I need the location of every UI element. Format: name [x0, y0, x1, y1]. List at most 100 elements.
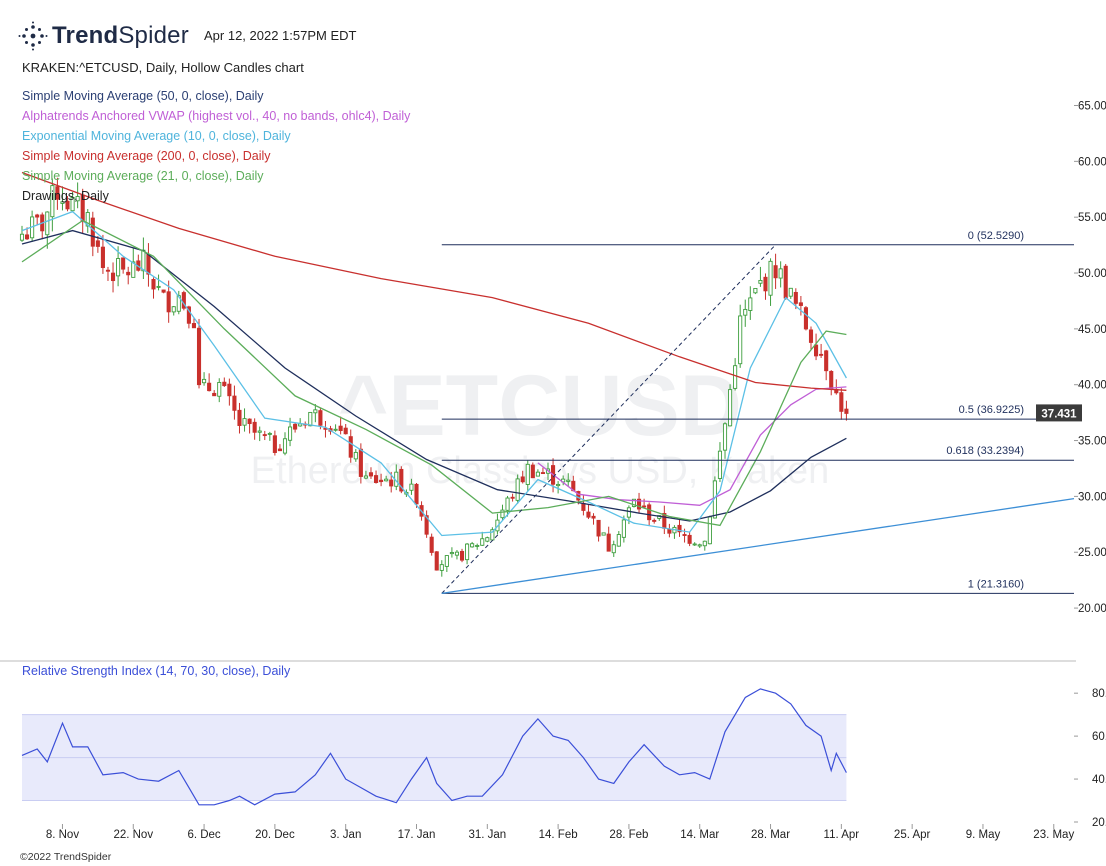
candle-down [424, 515, 429, 535]
candle-down [368, 472, 374, 477]
legend-item-sma50[interactable]: Simple Moving Average (50, 0, close), Da… [22, 89, 264, 103]
candle-down [262, 434, 267, 437]
candle-down [222, 381, 227, 387]
symbol-title: KRAKEN:^ETCUSD, Daily, Hollow Candles ch… [22, 60, 304, 75]
candle-up [728, 389, 733, 427]
candle-up [566, 479, 571, 482]
candle-down [318, 410, 323, 426]
candle-down [520, 476, 525, 483]
candle-down [100, 246, 105, 269]
candle-up [601, 532, 606, 536]
candle-up [333, 428, 338, 431]
candle-up [363, 475, 368, 479]
rsi-title[interactable]: Relative Strength Index (14, 70, 30, clo… [22, 664, 291, 678]
rsi-y-tick-label: 80.00 [1092, 688, 1106, 700]
candle-up [353, 451, 358, 460]
candle-down [358, 448, 363, 477]
rsi-line [21, 688, 847, 806]
candle-up [242, 418, 247, 426]
candle-down [581, 502, 586, 511]
brand-name: TrendSpider [52, 22, 189, 49]
candle-up [449, 552, 454, 555]
candle-up [788, 287, 793, 297]
legend-item-sma200[interactable]: Simple Moving Average (200, 0, close), D… [22, 149, 271, 163]
candle-down [636, 498, 642, 510]
candle-down [687, 534, 692, 544]
candle-down [606, 533, 611, 552]
candle-down [586, 511, 591, 518]
fib-level-label: 1 (21.3160) [968, 578, 1024, 590]
y-tick-label: 55.0000 [1078, 212, 1106, 224]
candle-up [748, 297, 753, 311]
candle-down [252, 421, 257, 433]
candle-down [652, 519, 657, 522]
candle-up [282, 438, 288, 454]
candle-down [247, 418, 252, 425]
candle-down [166, 291, 171, 313]
candle-down [151, 279, 156, 290]
x-tick-label: 23. May [1033, 829, 1074, 841]
candle-up [758, 280, 763, 284]
watermark-symbol: ^ETCUSD [338, 358, 742, 454]
legend-item-vwap[interactable]: Alphatrends Anchored VWAP (highest vol.,… [22, 109, 411, 123]
x-tick-label: 14. Feb [539, 829, 578, 841]
candle-down [343, 427, 348, 435]
candle-up [202, 378, 207, 384]
ema10-line [21, 210, 847, 537]
candle-up [722, 423, 728, 451]
candle-down [803, 307, 808, 330]
candle-up [156, 285, 161, 288]
sma21-line [21, 219, 847, 527]
timestamp: Apr 12, 2022 1:57PM EDT [204, 28, 357, 43]
candle-down [763, 276, 768, 292]
candle-down [682, 534, 687, 536]
candle-down [667, 528, 672, 534]
sma200-line [21, 171, 847, 391]
candle-up [50, 185, 55, 218]
rsi-y-tick-label: 60.00 [1092, 731, 1106, 743]
candle-up [257, 430, 262, 433]
candle-down [824, 350, 829, 372]
candle-up [75, 196, 80, 202]
candle-up [480, 538, 485, 546]
candle-up [505, 497, 510, 511]
legend-item-sma21[interactable]: Simple Moving Average (21, 0, close), Da… [22, 169, 264, 183]
brand-header: TrendSpider [18, 20, 189, 52]
candle-down [95, 240, 100, 247]
candle-up [470, 543, 475, 548]
candle-down [814, 344, 819, 357]
candle-up [444, 555, 449, 567]
watermark-name: Ethereum Classic vs USD, Kraken [251, 450, 830, 492]
legend-item-drawings[interactable]: Drawings, Daily [22, 189, 109, 203]
candle-down [121, 257, 126, 270]
candle-up [717, 450, 723, 479]
candle-down [844, 408, 849, 414]
x-tick-label: 17. Jan [398, 829, 436, 841]
candle-down [596, 519, 601, 537]
candle-down [576, 491, 581, 501]
candle-down [348, 436, 353, 458]
y-tick-label: 25.0000 [1078, 547, 1106, 559]
candle-up [500, 509, 505, 519]
candle-down [237, 409, 242, 426]
candle-down [65, 200, 70, 210]
y-tick-label: 65.0000 [1078, 101, 1106, 113]
candle-up [515, 478, 520, 501]
candle-up [692, 543, 697, 546]
candle-up [19, 233, 25, 241]
legend-item-ema10[interactable]: Exponential Moving Average (10, 0, close… [22, 129, 291, 143]
candle-down [459, 550, 465, 561]
candle-down [181, 292, 186, 309]
x-tick-label: 8. Nov [46, 829, 79, 841]
candle-up [465, 543, 470, 561]
candle-down [591, 515, 596, 519]
rsi-y-tick-label: 40.00 [1092, 774, 1106, 786]
candle-up [738, 315, 743, 365]
candle-up [217, 382, 222, 397]
candle-up [768, 260, 773, 296]
candle-down [227, 383, 232, 397]
x-tick-label: 14. Mar [680, 829, 719, 841]
candle-down [399, 468, 404, 492]
x-tick-label: 9. May [966, 829, 1001, 841]
candle-down [808, 329, 814, 343]
